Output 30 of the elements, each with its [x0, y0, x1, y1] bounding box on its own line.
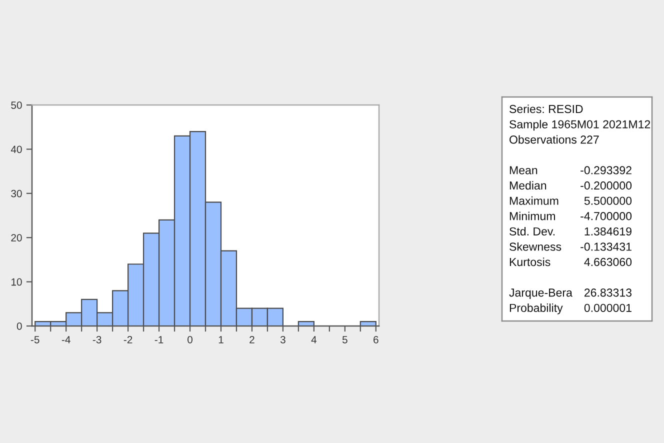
text: Sample 1965M01 2021M12 — [510, 120, 650, 131]
y-tick-label: 10 — [11, 278, 22, 286]
x-tick-label: 0 — [188, 336, 192, 344]
x-tick-label: -1 — [154, 336, 164, 344]
y-tick-label: 40 — [10, 146, 22, 154]
x-tick-label: -2 — [124, 336, 132, 344]
text: Median -0.200000 — [510, 181, 632, 190]
text: Minimum -4.700000 — [510, 212, 632, 220]
text: Observations 227 — [510, 135, 599, 144]
text: Kurtosis 4.663060 — [510, 258, 632, 266]
x-tick-label: 5 — [342, 336, 348, 344]
x-tick-label: -5 — [30, 336, 40, 344]
x-tick-label: 2 — [250, 336, 254, 344]
y-tick-label: 30 — [11, 190, 22, 198]
text: Series: RESID — [510, 104, 583, 114]
text: Maximum 5.500000 — [510, 196, 632, 205]
text: Jarque-Bera 26.83313 — [509, 288, 632, 299]
text: Std. Dev. 1.384619 — [510, 227, 632, 236]
x-tick-label: 3 — [280, 336, 286, 344]
x-tick-label: 1 — [218, 336, 224, 344]
x-tick-label: 6 — [374, 336, 378, 344]
text: Probability 0.000001 — [510, 304, 632, 314]
text: Skewness -0.133431 — [510, 242, 632, 251]
x-tick-label: -4 — [62, 336, 70, 344]
y-tick-label: 20 — [11, 234, 22, 242]
x-tick-label: 4 — [311, 336, 317, 344]
y-tick-label: 0 — [16, 322, 22, 330]
y-tick-label: 50 — [11, 102, 22, 109]
x-tick-label: -3 — [92, 336, 102, 344]
text: Mean -0.293392 — [510, 166, 632, 174]
